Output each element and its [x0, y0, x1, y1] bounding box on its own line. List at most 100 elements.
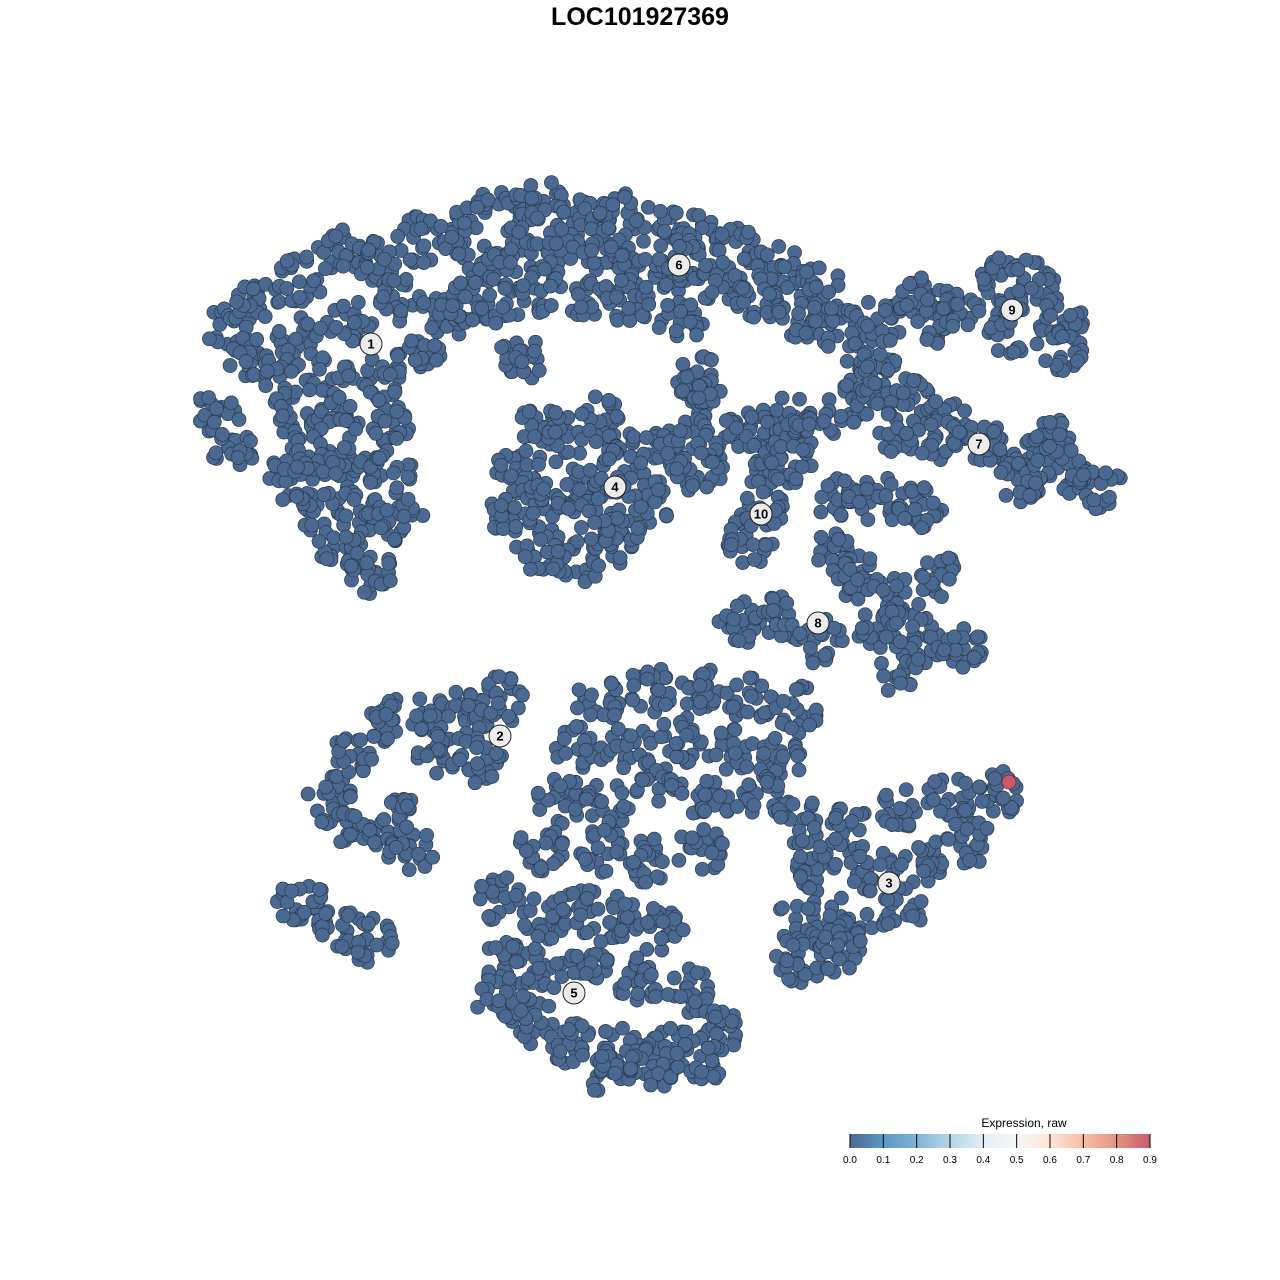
- data-point: [682, 314, 698, 330]
- data-point: [598, 1024, 614, 1039]
- data-point: [373, 520, 389, 536]
- data-point: [404, 333, 419, 349]
- cluster-label-1: 1: [359, 332, 383, 356]
- data-point: [833, 507, 849, 523]
- data-point: [527, 941, 543, 957]
- data-point: [741, 777, 757, 793]
- data-point: [708, 1009, 723, 1025]
- data-point: [857, 607, 873, 623]
- data-point: [469, 199, 485, 215]
- data-point: [296, 905, 312, 920]
- cluster-label-4: 4: [603, 475, 627, 499]
- data-point: [376, 812, 392, 827]
- data-point: [202, 331, 217, 347]
- data-point: [402, 252, 418, 268]
- data-point: [311, 533, 327, 549]
- data-point: [546, 980, 562, 996]
- legend-tick-label: 0.7: [1076, 1155, 1090, 1166]
- data-point: [877, 303, 893, 318]
- data-point: [801, 416, 817, 432]
- data-point: [769, 402, 785, 418]
- data-point: [850, 572, 865, 587]
- cluster-label-text: 7: [975, 437, 982, 452]
- data-point: [809, 279, 824, 295]
- data-point: [928, 394, 944, 409]
- data-point: [816, 414, 832, 429]
- data-point: [951, 424, 967, 440]
- data-point: [625, 692, 641, 708]
- data-point: [740, 704, 756, 720]
- data-point: [243, 433, 258, 449]
- data-point: [884, 817, 900, 832]
- data-point: [592, 205, 608, 221]
- data-point: [807, 300, 822, 315]
- data-point: [511, 224, 527, 240]
- data-point: [828, 831, 844, 847]
- data-point: [614, 273, 629, 288]
- data-point: [362, 822, 378, 838]
- data-point: [792, 391, 807, 407]
- data-point: [916, 863, 931, 879]
- legend-tick-label: 0.6: [1043, 1155, 1057, 1166]
- data-point: [570, 287, 586, 302]
- data-point: [942, 571, 957, 587]
- data-point: [659, 508, 674, 524]
- data-point: [467, 275, 483, 290]
- legend-colorbar: [850, 1134, 1150, 1148]
- legend-tick-label: 0.4: [976, 1155, 990, 1166]
- data-point: [300, 786, 316, 802]
- data-point: [880, 406, 896, 422]
- data-point: [544, 930, 560, 946]
- cluster-label-text: 8: [814, 616, 821, 631]
- data-point: [700, 1040, 716, 1056]
- data-point: [704, 1053, 720, 1068]
- data-point: [299, 249, 314, 265]
- cluster-3-points: [512, 661, 1024, 990]
- data-point: [729, 677, 744, 693]
- data-point: [474, 878, 489, 894]
- data-point: [514, 354, 530, 370]
- data-point: [822, 908, 838, 924]
- data-point: [458, 289, 473, 305]
- data-point: [599, 952, 615, 968]
- data-point: [1029, 336, 1045, 352]
- data-point: [893, 634, 908, 649]
- data-point: [775, 748, 791, 764]
- data-point: [693, 694, 708, 710]
- data-point: [914, 445, 930, 461]
- data-point: [894, 857, 909, 872]
- data-point: [573, 299, 589, 315]
- data-point: [482, 287, 497, 303]
- cluster-4-points: [484, 389, 674, 590]
- data-point: [615, 1020, 630, 1036]
- data-point: [901, 817, 917, 832]
- data-point: [876, 668, 892, 684]
- data-point: [799, 264, 815, 280]
- data-point: [898, 782, 914, 798]
- data-point: [389, 404, 405, 419]
- data-point: [341, 368, 357, 384]
- data-point: [545, 561, 561, 577]
- data-point: [389, 431, 405, 446]
- data-point: [340, 908, 356, 924]
- data-point: [817, 929, 833, 945]
- data-point: [672, 239, 687, 254]
- cluster-label-9: 9: [1000, 298, 1024, 322]
- data-point: [771, 304, 787, 320]
- data-point: [638, 251, 653, 267]
- data-point: [653, 729, 669, 745]
- data-point: [1011, 283, 1026, 299]
- data-point: [313, 320, 328, 336]
- data-point: [416, 238, 432, 254]
- data-point: [895, 385, 911, 401]
- data-point: [651, 682, 667, 698]
- data-point: [584, 687, 599, 703]
- data-point: [785, 796, 801, 812]
- data-point: [238, 354, 254, 369]
- data-point: [361, 242, 376, 258]
- data-point: [690, 965, 705, 981]
- data-point: [386, 273, 402, 288]
- data-point: [798, 325, 814, 341]
- data-point: [520, 971, 536, 987]
- data-point: [684, 830, 700, 846]
